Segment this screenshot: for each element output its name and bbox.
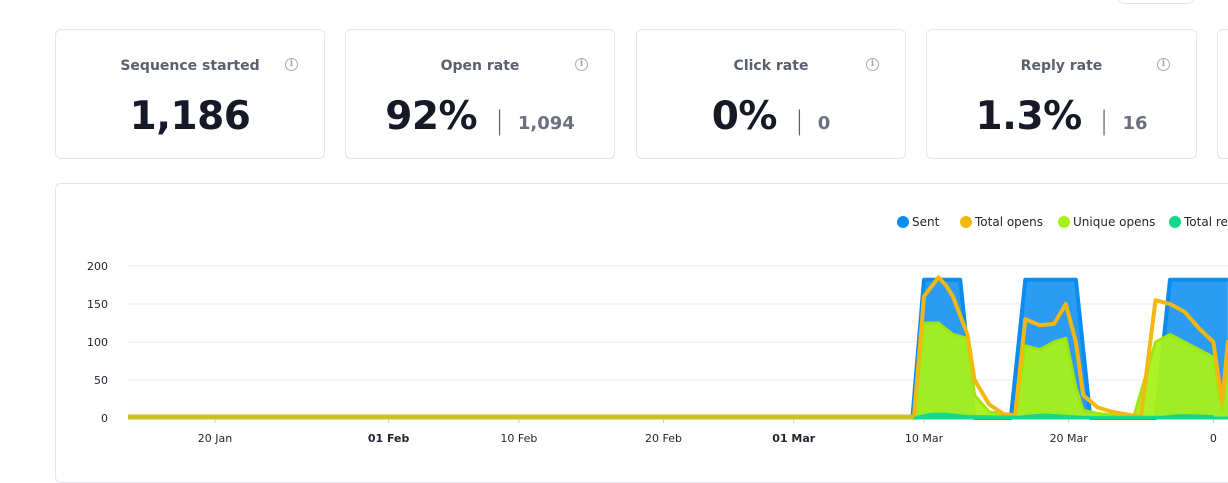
legend-marker <box>960 216 972 228</box>
series-unique-opens-line <box>912 321 1228 419</box>
series-total-replies-line <box>916 412 1214 419</box>
card-title: Open rate <box>440 58 520 74</box>
x-tick-label: 10 Feb <box>500 432 537 445</box>
y-tick-label: 50 <box>94 374 108 387</box>
y-tick-label: 200 <box>87 260 108 273</box>
info-icon[interactable]: i <box>285 58 298 71</box>
stat-card-partial <box>1217 29 1228 159</box>
value-separator: | <box>495 106 504 136</box>
activity-chart: 0 50 100 150 200 20 Jan 01 Feb 10 Feb 20 Feb 01 M… <box>87 215 1228 445</box>
card-value-row: 92% | 1,094 <box>346 94 614 139</box>
legend-label: Unique opens <box>1073 215 1155 229</box>
series-unique-opens-area <box>128 323 1228 418</box>
legend-marker <box>1058 216 1070 228</box>
x-tick-label: 10 Mar <box>905 432 944 445</box>
card-value: 0% <box>711 94 778 139</box>
info-icon[interactable]: i <box>1157 58 1170 71</box>
card-title: Sequence started <box>120 58 260 74</box>
legend-label: Total opens <box>974 215 1043 229</box>
x-tick-label: 01 Mar <box>772 432 816 445</box>
card-value-row: 1,186 <box>56 94 324 139</box>
card-value-row: 0% | 0 <box>637 94 905 139</box>
x-tick-label: 0 <box>1210 432 1217 445</box>
card-title: Reply rate <box>1020 58 1103 74</box>
value-separator: | <box>1099 106 1109 136</box>
x-tick-label: 20 Jan <box>198 432 232 445</box>
value-separator: | <box>794 106 804 136</box>
card-subvalue: 16 <box>1122 113 1148 134</box>
card-title: Click rate <box>733 58 809 74</box>
card-subvalue: 0 <box>817 113 831 134</box>
card-value: 1,186 <box>129 94 251 139</box>
legend-marker <box>897 216 909 228</box>
x-tick-label: 01 Feb <box>368 432 410 445</box>
series-total-opens-line <box>911 275 1228 420</box>
legend-label: Sent <box>912 215 940 229</box>
card-value: 1.3% <box>975 94 1083 139</box>
legend-marker <box>1169 216 1181 228</box>
y-tick-label: 150 <box>87 298 108 311</box>
card-subvalue: 1,094 <box>517 113 575 134</box>
info-icon[interactable]: i <box>866 58 879 71</box>
stat-card-reply-rate: Reply rate i 1.3% | 16 <box>926 29 1197 159</box>
x-tick-label: 20 Feb <box>645 432 682 445</box>
card-value-row: 1.3% | 16 <box>927 94 1196 139</box>
card-value: 92% <box>385 94 478 139</box>
y-tick-label: 0 <box>101 412 108 425</box>
stat-card-open-rate: Open rate i 92% | 1,094 <box>345 29 615 159</box>
plot-area <box>128 275 1228 420</box>
legend-label: Total rep <box>1183 215 1228 229</box>
info-icon[interactable]: i <box>575 58 588 71</box>
x-tick-label: 20 Mar <box>1050 432 1089 445</box>
series-sent-line <box>910 277 1228 420</box>
stat-card-sequence-started: Sequence started i 1,186 <box>55 29 325 159</box>
stat-card-click-rate: Click rate i 0% | 0 <box>636 29 906 159</box>
y-tick-label: 100 <box>87 336 108 349</box>
